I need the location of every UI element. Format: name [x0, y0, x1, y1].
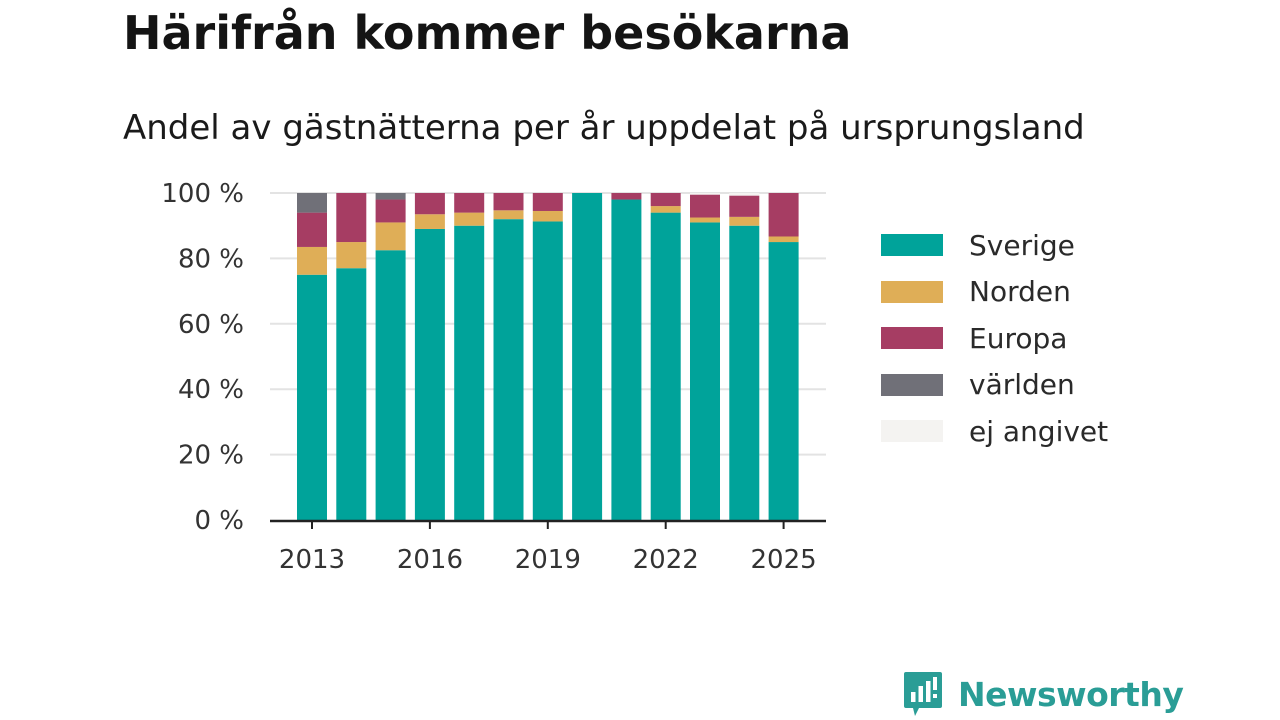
x-tick-label: 2013 [279, 545, 345, 575]
bar-segment [768, 236, 799, 243]
x-tick-label: 2019 [515, 545, 581, 575]
bar-segment [493, 210, 524, 220]
bar-segment [414, 228, 445, 520]
y-tick-label: 60 % [178, 310, 244, 340]
bar-segment [375, 222, 406, 251]
bar-segment [532, 210, 563, 222]
bar-segment [611, 199, 642, 521]
x-tick-label: 2016 [397, 545, 463, 575]
legend-item: ej angivet [881, 408, 1108, 455]
newsworthy-brand: Newsworthy [903, 670, 1184, 718]
legend-label: världen [969, 368, 1075, 402]
bar-segment [454, 225, 485, 520]
chart-legend: Sverige Norden Europa världen ej angivet [881, 222, 1108, 455]
y-tick-label: 40 % [178, 375, 244, 405]
legend-item: världen [881, 362, 1108, 409]
legend-item: Europa [881, 315, 1108, 362]
bar-segment [336, 242, 367, 269]
legend-swatch [881, 420, 943, 443]
legend-label: ej angivet [969, 414, 1109, 448]
y-tick-label: 20 % [178, 441, 244, 471]
bar-segment [414, 193, 445, 215]
bar-segment [729, 225, 760, 520]
legend-label: Europa [969, 321, 1068, 355]
legend-label: Sverige [969, 228, 1075, 262]
bar-segment [532, 193, 563, 211]
bar-segment [297, 246, 327, 275]
bar-segment [690, 217, 720, 223]
bar-segment [414, 214, 445, 229]
bar-segment [768, 193, 799, 237]
bar-segment [572, 193, 603, 520]
bar-segment [729, 195, 760, 217]
legend-swatch [881, 280, 943, 303]
legend-swatch [881, 327, 943, 350]
newsworthy-logo-icon [904, 672, 942, 716]
x-tick-label: 2022 [633, 545, 699, 575]
axes: 0 % 20 % 40 % 60 % 80 % 100 % 2013 2016 2019 2022… [161, 179, 826, 575]
brand-name: Newsworthy [958, 674, 1184, 714]
bar-segment [375, 193, 406, 200]
bar-segment [650, 212, 681, 520]
bar-segment [729, 193, 760, 196]
legend-item: Norden [881, 269, 1108, 316]
bar-segment [690, 222, 720, 520]
bar-segment [493, 219, 524, 520]
bar-segment [650, 206, 681, 213]
bar-segment [729, 216, 760, 226]
bar-segment [454, 193, 485, 213]
bars [297, 193, 799, 521]
bar-segment [297, 193, 327, 213]
bar-segment [611, 193, 642, 200]
legend-swatch [881, 234, 943, 257]
legend-item: Sverige [881, 222, 1108, 269]
legend-label: Norden [969, 275, 1071, 309]
x-tick-label: 2025 [751, 545, 817, 575]
bar-segment [768, 242, 799, 521]
bar-segment [650, 193, 681, 207]
bar-segment [493, 193, 524, 211]
bar-segment [375, 250, 406, 520]
legend-swatch [881, 373, 943, 396]
bar-segment [297, 212, 327, 247]
y-tick-label: 0 % [194, 506, 244, 536]
bar-segment [336, 193, 367, 243]
bar-segment [690, 194, 720, 218]
chart-title: Härifrån kommer besökarna [123, 6, 852, 60]
bar-segment [454, 212, 485, 226]
y-tick-label: 80 % [178, 244, 244, 274]
bar-segment [690, 193, 720, 195]
bar-segment [336, 268, 367, 520]
chart-subtitle: Andel av gästnätterna per år uppdelat på… [123, 108, 1085, 148]
bar-segment [375, 199, 406, 223]
y-tick-label: 100 % [161, 179, 244, 209]
bar-segment [297, 274, 327, 520]
bar-segment [532, 221, 563, 520]
